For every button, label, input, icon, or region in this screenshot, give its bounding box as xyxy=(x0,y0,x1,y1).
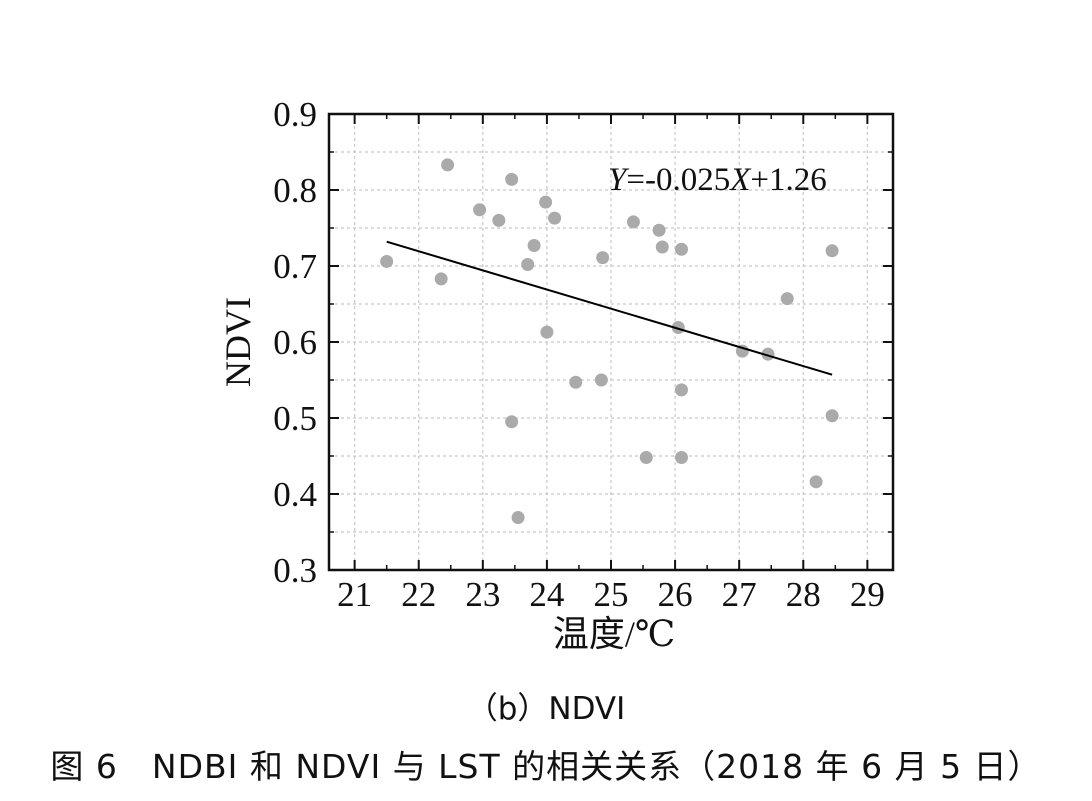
data-point xyxy=(780,292,794,306)
data-point xyxy=(434,272,448,286)
x-tick-label: 23 xyxy=(465,575,500,614)
equation-suffix: +1.26 xyxy=(750,162,826,198)
data-point xyxy=(655,240,669,254)
y-tick-label: 0.5 xyxy=(273,399,317,438)
data-point xyxy=(652,223,666,237)
data-point xyxy=(675,242,688,256)
y-tick-label: 0.3 xyxy=(273,551,317,590)
data-point xyxy=(505,172,519,186)
data-point xyxy=(492,213,506,227)
data-point xyxy=(596,251,610,265)
grid-lines xyxy=(329,114,893,570)
data-point xyxy=(521,257,535,271)
axis-ticks xyxy=(329,113,893,571)
x-tick-label: 28 xyxy=(786,575,821,614)
subfigure-caption: （b）NDVI xyxy=(466,691,626,727)
data-point xyxy=(825,409,839,423)
x-tick-label: 27 xyxy=(722,575,757,614)
x-tick-label: 29 xyxy=(850,575,885,614)
data-point xyxy=(441,158,455,172)
equation-mid: =-0.025 xyxy=(626,162,730,198)
y-tick-label: 0.8 xyxy=(273,171,317,210)
regression-equation: Y=-0.025X+1.26 xyxy=(608,162,827,198)
x-tick-labels: 21 22 23 24 25 26 27 28 29 xyxy=(337,575,885,614)
data-point xyxy=(671,321,685,335)
y-tick-label: 0.6 xyxy=(273,323,317,362)
regression-line xyxy=(386,240,833,376)
equation-prefix: Y xyxy=(608,162,630,198)
data-point xyxy=(540,325,554,339)
data-point xyxy=(825,244,839,258)
data-point xyxy=(639,451,653,465)
data-point xyxy=(548,211,562,225)
data-point xyxy=(569,375,583,389)
data-point xyxy=(473,203,487,217)
x-axis-title: 温度/℃ xyxy=(553,614,675,654)
y-tick-labels: 0.3 0.4 0.5 0.6 0.7 0.8 0.9 xyxy=(273,95,317,590)
figure-caption: 图 6 NDBI 和 NDVI 与 LST 的相关关系（2018 年 6 月 5… xyxy=(50,747,1042,786)
data-point xyxy=(594,373,608,387)
y-tick-label: 0.7 xyxy=(273,247,317,286)
data-point xyxy=(539,195,553,209)
data-point xyxy=(675,451,688,465)
x-tick-label: 25 xyxy=(594,575,629,614)
equation-var: X xyxy=(728,162,752,198)
y-tick-label: 0.9 xyxy=(273,95,317,134)
data-point xyxy=(675,383,688,397)
data-point xyxy=(505,415,519,429)
data-point xyxy=(511,511,525,525)
data-point xyxy=(809,475,823,489)
x-tick-label: 26 xyxy=(658,575,693,614)
y-axis-title: NDVI xyxy=(218,297,258,387)
data-point xyxy=(380,254,394,268)
data-point xyxy=(527,238,541,252)
x-tick-label: 21 xyxy=(337,575,372,614)
data-points xyxy=(380,158,839,525)
data-point xyxy=(626,215,640,229)
y-tick-label: 0.4 xyxy=(273,475,317,514)
x-tick-label: 24 xyxy=(529,575,564,614)
x-tick-label: 22 xyxy=(401,575,436,614)
